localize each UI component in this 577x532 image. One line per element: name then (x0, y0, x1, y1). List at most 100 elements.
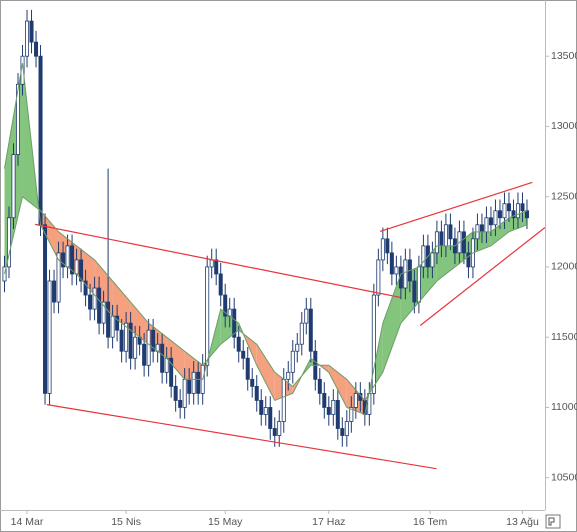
candle-body (7, 217, 12, 268)
y-tick-label: 12500 (551, 190, 577, 202)
y-tick-label: 13000 (551, 120, 577, 132)
band-line (4, 63, 528, 416)
candle-body (254, 385, 259, 401)
candle-body (421, 245, 426, 268)
candle-body (394, 266, 399, 275)
candle-body (353, 392, 358, 408)
candle-body (65, 245, 70, 268)
candle-body (232, 308, 237, 338)
candle-body (43, 224, 48, 394)
candle-body (236, 336, 241, 352)
candle-body (340, 428, 345, 436)
candle-body (299, 322, 304, 345)
band-fill (256, 344, 275, 401)
candle-body (110, 315, 115, 338)
candle-body (79, 259, 84, 282)
candle-body (389, 252, 394, 275)
candle-body (142, 343, 147, 366)
plot-area (2, 9, 545, 470)
candle-body (403, 259, 408, 289)
x-tick-label: 17 Haz (312, 516, 345, 528)
candle-body (182, 378, 187, 408)
candle-body (497, 210, 502, 219)
candle-body (416, 266, 421, 303)
band-fill (382, 273, 401, 373)
candle-body (434, 231, 439, 254)
candle-body (133, 336, 138, 359)
y-tick-label: 13500 (551, 50, 577, 62)
candle-body (97, 287, 102, 324)
candle-body (88, 294, 93, 310)
candle-body (56, 252, 61, 303)
x-tick-label: 16 Tem (413, 516, 447, 528)
candle-body (272, 428, 277, 436)
icon-glyph (548, 517, 555, 526)
candle-body (380, 238, 385, 261)
candle-body (173, 385, 178, 401)
candle-body (349, 407, 354, 422)
candle-body (250, 378, 255, 387)
candle-body (16, 83, 21, 155)
candle-body (520, 203, 525, 212)
trendline (379, 181, 533, 232)
candle-body (412, 280, 417, 303)
candle-body (11, 154, 16, 219)
trendline (35, 223, 401, 299)
candle-body (515, 203, 520, 219)
candle-body (29, 20, 34, 43)
reset-icon[interactable] (545, 514, 561, 529)
candle-body (295, 343, 300, 352)
candle-body (511, 210, 516, 219)
candle-body (371, 294, 376, 394)
candle-body (241, 350, 246, 359)
candle-body (331, 400, 336, 415)
y-tick-label: 11500 (551, 331, 577, 343)
candle-body (439, 231, 444, 247)
x-tick-label: 14 Mar (11, 516, 44, 528)
candle-body (286, 371, 291, 380)
candle-body (151, 329, 156, 352)
candle-body (209, 259, 214, 268)
candle-body (506, 203, 511, 212)
y-tick-label: 10500 (551, 471, 577, 483)
candle-body (92, 287, 97, 310)
candle-body (25, 20, 30, 57)
candle-body (146, 329, 151, 366)
candle-body (317, 378, 322, 394)
candle-body (259, 400, 264, 415)
candle-body (277, 421, 282, 436)
candle-body (268, 407, 273, 429)
candle-body (34, 41, 39, 57)
x-tick-label: 13 Ağu (506, 516, 539, 528)
candle-body (385, 238, 390, 254)
candle-body (524, 210, 529, 219)
candle-body (128, 322, 133, 359)
band-line (4, 195, 528, 402)
candle-body (448, 224, 453, 240)
candle-body (115, 315, 120, 331)
candle-body (124, 322, 129, 352)
candle-body (38, 55, 43, 226)
candle-body (245, 357, 250, 380)
candle-body (205, 266, 210, 366)
candle-body (430, 252, 435, 268)
candle-body (191, 371, 196, 394)
candle-body (196, 371, 201, 394)
candle-body (106, 301, 111, 338)
candle-body (119, 329, 124, 352)
candle-body (214, 259, 219, 275)
y-tick-label: 12000 (551, 261, 577, 273)
candle-body (164, 357, 169, 373)
candle-body (344, 421, 349, 436)
candle-body (160, 343, 165, 373)
candle-body (223, 294, 228, 317)
trendline (46, 404, 437, 470)
candle-body (304, 308, 309, 324)
candle-body (308, 308, 313, 352)
y-tick-label: 11000 (551, 401, 577, 413)
candle-body (218, 273, 223, 296)
candle-body (281, 378, 286, 422)
candle-body (461, 231, 466, 254)
candle-body (263, 407, 268, 415)
